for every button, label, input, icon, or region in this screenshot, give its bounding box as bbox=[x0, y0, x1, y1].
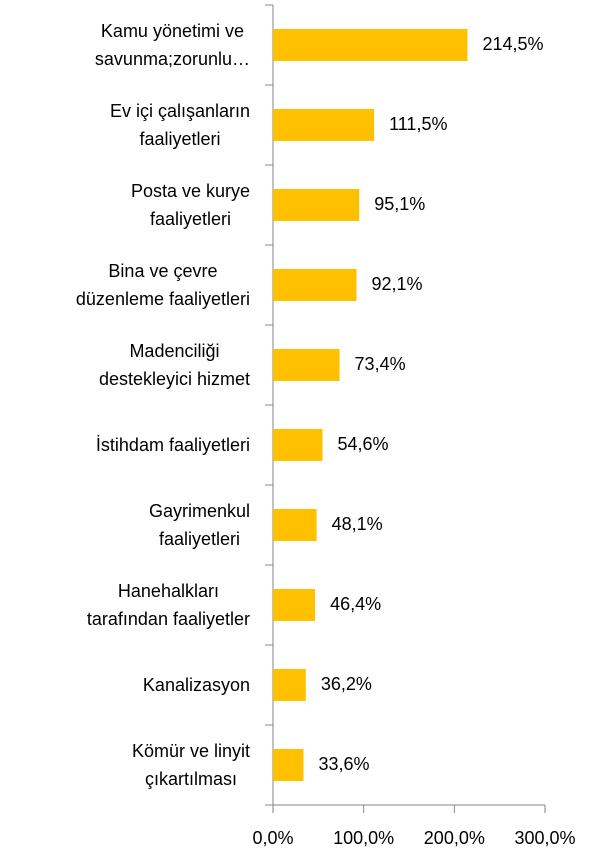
value-label: 48,1% bbox=[332, 514, 383, 534]
value-label: 36,2% bbox=[321, 674, 372, 694]
bar bbox=[273, 29, 468, 61]
value-label: 33,6% bbox=[318, 754, 369, 774]
bar bbox=[273, 189, 360, 221]
category-label-box: Posta ve kurye faaliyetleri bbox=[0, 165, 250, 245]
bar bbox=[273, 429, 323, 461]
bar bbox=[273, 349, 340, 381]
category-label: Ev içi çalışanların faaliyetleri bbox=[109, 101, 250, 149]
x-tick-label: 200,0% bbox=[424, 828, 485, 848]
category-label-box: Gayrimenkul faaliyetleri bbox=[0, 485, 250, 565]
category-label-box: Madenciliği destekleyici hizmet bbox=[0, 325, 250, 405]
bar bbox=[273, 269, 357, 301]
x-tick-label: 300,0% bbox=[514, 828, 575, 848]
value-label: 214,5% bbox=[482, 34, 543, 54]
value-label: 73,4% bbox=[355, 354, 406, 374]
bar bbox=[273, 509, 317, 541]
x-tick-label: 100,0% bbox=[333, 828, 394, 848]
category-label-box: Ev içi çalışanların faaliyetleri bbox=[0, 85, 250, 165]
category-label-box: Bina ve çevre düzenleme faaliyetleri bbox=[0, 245, 250, 325]
category-label: Gayrimenkul faaliyetleri bbox=[148, 501, 250, 549]
category-label: Kömür ve linyit çıkartılması bbox=[131, 741, 250, 789]
value-label: 46,4% bbox=[330, 594, 381, 614]
x-tick-label: 0,0% bbox=[252, 828, 293, 848]
category-label: Hanehalkları tarafından faaliyetler bbox=[86, 581, 250, 629]
category-label-box: Kamu yönetimi ve savunma;zorunlu… bbox=[0, 5, 250, 85]
bar bbox=[273, 749, 304, 781]
value-label: 92,1% bbox=[372, 274, 423, 294]
category-label: Posta ve kurye faaliyetleri bbox=[130, 181, 250, 229]
category-label-box: İstihdam faaliyetleri bbox=[0, 405, 250, 485]
bar bbox=[273, 669, 306, 701]
bar bbox=[273, 589, 316, 621]
category-label: Bina ve çevre düzenleme faaliyetleri bbox=[75, 261, 250, 309]
category-label: Kamu yönetimi ve savunma;zorunlu… bbox=[94, 21, 250, 69]
category-label-box: Kanalizasyon bbox=[0, 645, 250, 725]
value-label: 95,1% bbox=[374, 194, 425, 214]
category-label: Madenciliği destekleyici hizmet bbox=[98, 341, 250, 389]
bar bbox=[273, 109, 375, 141]
value-label: 111,5% bbox=[389, 114, 447, 134]
value-label: 54,6% bbox=[338, 434, 389, 454]
category-label: Kanalizasyon bbox=[142, 675, 250, 695]
category-label: İstihdam faaliyetleri bbox=[95, 435, 250, 455]
category-label-box: Hanehalkları tarafından faaliyetler bbox=[0, 565, 250, 645]
category-label-box: Kömür ve linyit çıkartılması bbox=[0, 725, 250, 805]
